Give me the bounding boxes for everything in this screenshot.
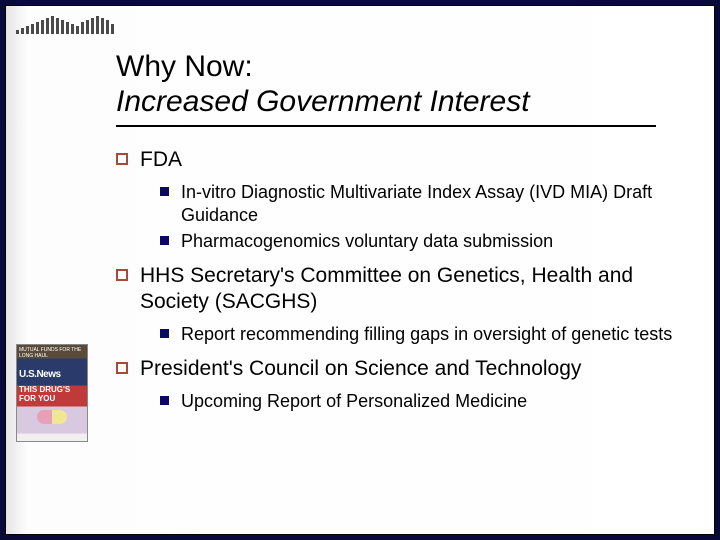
bullet-text: Report recommending filling gaps in over… (181, 323, 672, 346)
filled-square-icon (160, 329, 169, 338)
title-line-1: Why Now: (116, 50, 674, 85)
hollow-square-icon (116, 269, 128, 281)
bullet-level1: HHS Secretary's Committee on Genetics, H… (116, 263, 674, 316)
bullet-list: FDA In-vitro Diagnostic Multivariate Ind… (116, 147, 674, 413)
slide-background: Why Now: Increased Government Interest F… (5, 5, 715, 535)
magazine-headline: THIS DRUG'S FOR YOU (19, 386, 85, 404)
bullet-text: Pharmacogenomics voluntary data submissi… (181, 230, 553, 253)
bullet-text: In-vitro Diagnostic Multivariate Index A… (181, 181, 674, 226)
bullet-text: HHS Secretary's Committee on Genetics, H… (140, 263, 674, 316)
bullet-level2: Pharmacogenomics voluntary data submissi… (160, 230, 674, 253)
pill-graphic (37, 410, 67, 424)
bullet-level2: In-vitro Diagnostic Multivariate Index A… (160, 181, 674, 226)
title-underline (116, 125, 656, 127)
hollow-square-icon (116, 153, 128, 165)
bullet-level1: President's Council on Science and Techn… (116, 356, 674, 382)
bullet-text: FDA (140, 147, 182, 173)
bullet-text: President's Council on Science and Techn… (140, 356, 581, 382)
filled-square-icon (160, 236, 169, 245)
magazine-cover-image: MUTUAL FUNDS FOR THE LONG HAUL U.S.News … (16, 344, 88, 442)
filled-square-icon (160, 187, 169, 196)
bullet-text: Upcoming Report of Personalized Medicine (181, 390, 527, 413)
magazine-title: U.S.News (19, 369, 85, 380)
hollow-square-icon (116, 362, 128, 374)
bullet-level2: Upcoming Report of Personalized Medicine (160, 390, 674, 413)
bullet-level2: Report recommending filling gaps in over… (160, 323, 674, 346)
filled-square-icon (160, 396, 169, 405)
title-line-2: Increased Government Interest (116, 85, 674, 120)
decorative-stripes (16, 14, 116, 34)
bullet-level1: FDA (116, 147, 674, 173)
slide-content: Why Now: Increased Government Interest F… (116, 50, 674, 423)
